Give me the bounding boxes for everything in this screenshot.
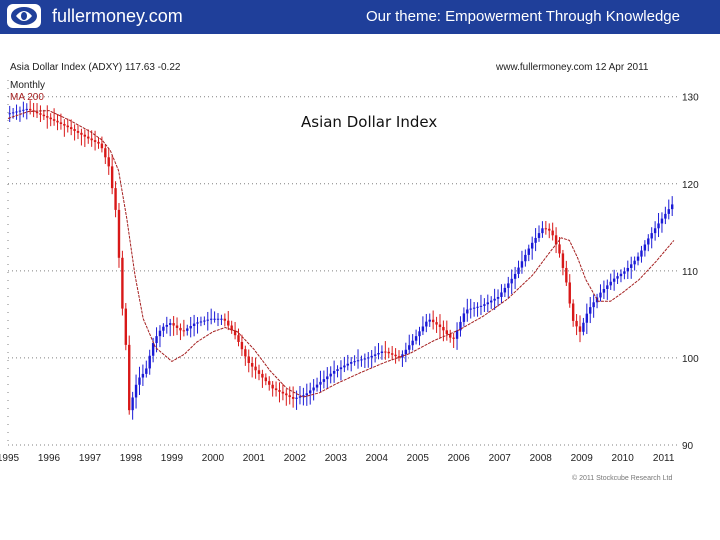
theme-tagline: Our theme: Empowerment Through Knowledge [365, 8, 680, 25]
moving-average-label: MA 200 [10, 92, 44, 103]
x-tick-label: 2011 [653, 453, 675, 464]
x-tick-label: 2009 [571, 453, 594, 464]
x-tick-label: 2002 [284, 453, 307, 464]
y-tick-label: 120 [682, 180, 699, 191]
y-tick-label: 100 [682, 354, 699, 365]
x-tick-label: 2004 [366, 453, 389, 464]
fullermoney-logo-icon [7, 4, 41, 28]
x-tick-label: 2007 [489, 453, 512, 464]
chart-background [0, 44, 720, 494]
x-tick-label: 2000 [202, 453, 225, 464]
grid-lines [7, 80, 678, 446]
frequency-label: Monthly [10, 80, 45, 91]
x-tick-label: 2005 [407, 453, 430, 464]
y-tick-label: 90 [682, 441, 694, 452]
x-tick-label: 2008 [530, 453, 553, 464]
x-tick-label: 2006 [448, 453, 471, 464]
chart-container: 90 100 110 120 130 1995 1996 1997 1998 1999 2000 20… [0, 44, 720, 494]
chart-header-right: www.fullermoney.com 12 Apr 2011 [495, 62, 649, 73]
x-tick-label: 1995 [0, 453, 20, 464]
moving-average-line [7, 110, 675, 398]
site-name[interactable]: fullermoney.com [52, 6, 183, 26]
x-tick-label: 1999 [161, 453, 184, 464]
asian-dollar-index-chart: 90 100 110 120 130 1995 1996 1997 1998 1999 2000 20… [0, 44, 720, 494]
x-tick-label: 2001 [243, 453, 266, 464]
top-banner: fullermoney.com Our theme: Empowerment T… [0, 0, 720, 34]
chart-title: Asian Dollar Index [301, 113, 437, 131]
x-tick-label: 2003 [325, 453, 348, 464]
plot-area [7, 100, 675, 420]
chart-header-left: Asia Dollar Index (ADXY) 117.63 -0.22 [10, 62, 181, 73]
y-tick-label: 110 [682, 267, 698, 278]
y-tick-label: 130 [682, 93, 699, 104]
tick-labels: 90 100 110 120 130 1995 1996 1997 1998 1999 2000 20… [0, 93, 699, 464]
x-tick-label: 1996 [38, 453, 61, 464]
x-tick-label: 1998 [120, 453, 143, 464]
copyright-credit: © 2011 Stockcube Research Ltd [572, 474, 672, 482]
x-tick-label: 2010 [612, 453, 635, 464]
x-tick-label: 1997 [79, 453, 102, 464]
